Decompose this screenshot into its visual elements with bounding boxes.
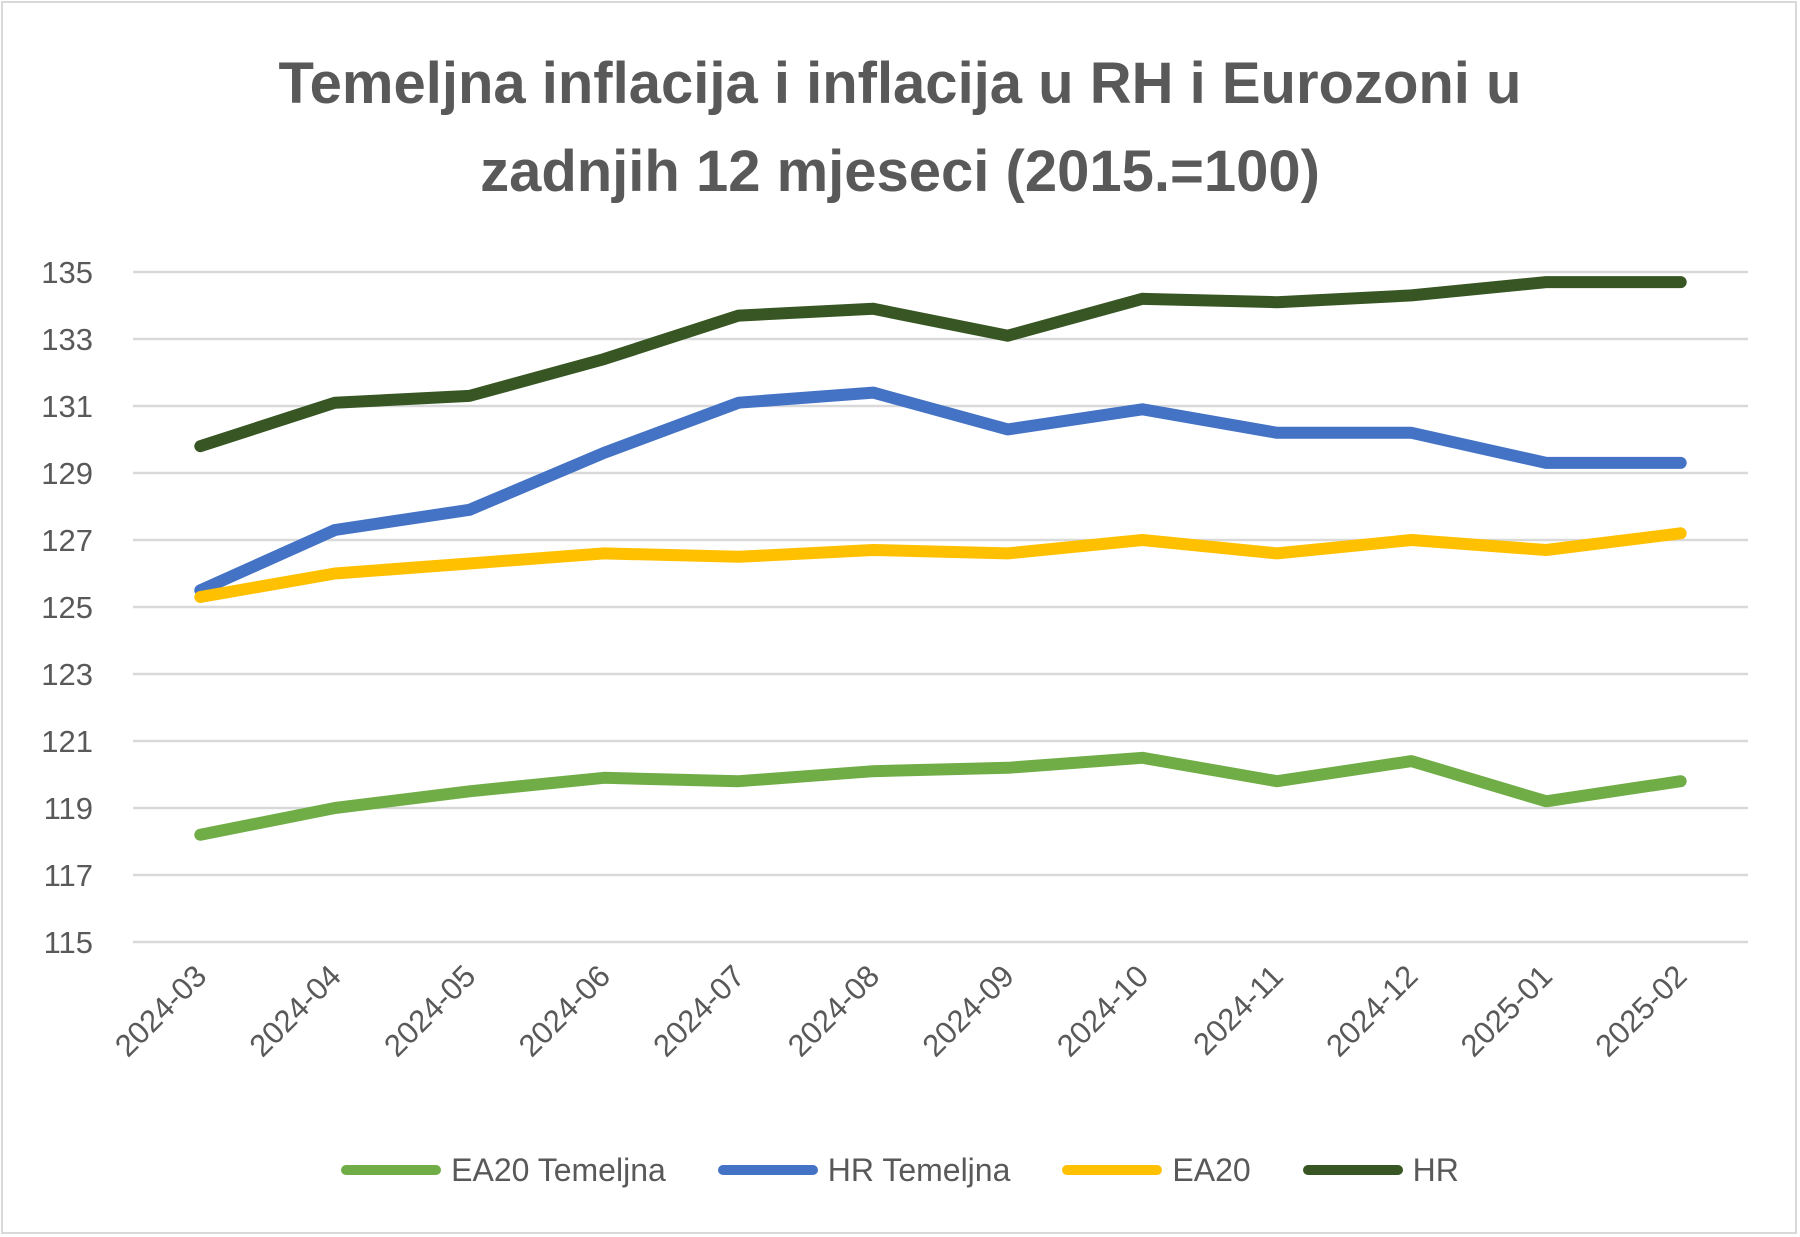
legend-item: HR Temeljna bbox=[717, 1151, 1011, 1189]
y-tick-label: 119 bbox=[44, 791, 93, 826]
legend-swatch bbox=[341, 1165, 442, 1175]
x-tick-label: 2025-01 bbox=[1454, 958, 1559, 1063]
chart-title: Temeljna inflacija i inflacija u RH i Eu… bbox=[0, 40, 1800, 216]
legend-label: HR Temeljna bbox=[827, 1151, 1011, 1188]
x-tick-label: 2024-12 bbox=[1319, 958, 1424, 1063]
series-line-2 bbox=[194, 527, 1687, 603]
y-tick-label: 125 bbox=[41, 590, 93, 625]
x-tick-label: 2024-11 bbox=[1186, 958, 1290, 1062]
y-tick-label: 135 bbox=[41, 255, 93, 290]
x-tick-label: 2024-08 bbox=[781, 958, 886, 1063]
legend-label: EA20 bbox=[1172, 1151, 1251, 1188]
legend-swatch bbox=[717, 1165, 818, 1175]
x-tick-label: 2024-03 bbox=[108, 958, 213, 1063]
chart-title-line-2: zadnjih 12 mjeseci (2015.=100) bbox=[480, 139, 1320, 204]
series-line-0 bbox=[194, 751, 1687, 841]
legend-item: EA20 bbox=[1062, 1151, 1251, 1189]
y-tick-label: 123 bbox=[41, 657, 93, 692]
x-tick-label: 2024-06 bbox=[512, 958, 617, 1063]
x-tick-label: 2024-09 bbox=[916, 958, 1021, 1063]
x-tick-label: 2025-02 bbox=[1588, 958, 1693, 1063]
x-tick-label: 2024-10 bbox=[1050, 958, 1155, 1063]
legend-swatch bbox=[1302, 1165, 1403, 1175]
y-tick-label: 121 bbox=[41, 724, 93, 759]
series-lines bbox=[194, 276, 1687, 841]
series-line-3 bbox=[194, 276, 1687, 453]
chart-title-line-1: Temeljna inflacija i inflacija u RH i Eu… bbox=[278, 51, 1522, 116]
gridlines bbox=[133, 270, 1748, 944]
y-tick-label: 133 bbox=[41, 322, 93, 357]
y-tick-label: 129 bbox=[41, 456, 93, 491]
legend-label: EA20 Temeljna bbox=[451, 1151, 666, 1188]
series-line-1 bbox=[194, 386, 1687, 597]
x-tick-label: 2024-05 bbox=[377, 958, 482, 1063]
x-tick-label: 2024-07 bbox=[646, 958, 751, 1063]
y-tick-label: 131 bbox=[41, 389, 93, 424]
legend-swatch bbox=[1062, 1165, 1163, 1175]
legend-label: HR bbox=[1412, 1151, 1459, 1188]
y-tick-label: 117 bbox=[44, 858, 93, 893]
legend: EA20 Temeljna HR Temeljna EA20 HR bbox=[0, 1145, 1800, 1195]
legend-item: HR bbox=[1302, 1151, 1459, 1189]
y-tick-label: 115 bbox=[44, 925, 93, 960]
x-tick-label: 2024-04 bbox=[243, 958, 348, 1063]
x-axis-ticks: 2024-03 2024-04 2024-05 2024-06 2024-07 2024-… bbox=[108, 958, 1694, 1063]
legend-item: EA20 Temeljna bbox=[341, 1152, 666, 1189]
y-tick-label: 127 bbox=[41, 523, 93, 558]
y-axis-ticks: 115 117 119 121 123 125 127 129 131 133 135 bbox=[41, 255, 93, 960]
